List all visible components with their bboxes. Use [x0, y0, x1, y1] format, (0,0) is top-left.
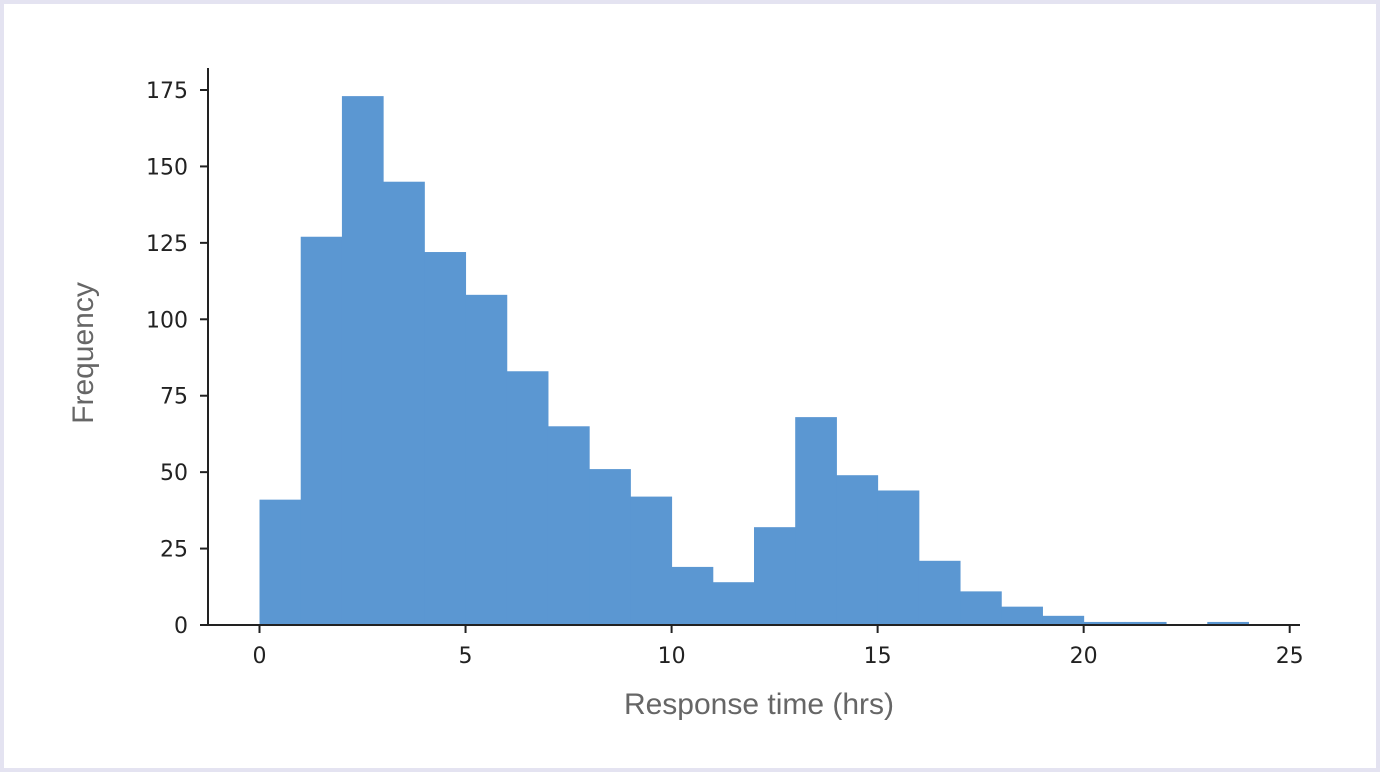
histogram-bar [547, 426, 590, 625]
x-tick-label: 20 [1070, 644, 1098, 669]
histogram-bar [341, 96, 384, 626]
histogram-bar [1124, 621, 1167, 625]
histogram-bar [1083, 621, 1126, 625]
histogram-bar [671, 566, 714, 625]
histogram-bar [754, 527, 796, 625]
histogram-bar [506, 371, 549, 625]
histogram-bar [424, 252, 467, 625]
histogram-bar [259, 499, 302, 625]
x-ticks-group: 0 5 10 15 20 25 [253, 625, 1304, 669]
histogram-bar [795, 417, 837, 625]
x-tick-label: 15 [864, 644, 892, 669]
chart-card [4, 4, 1376, 768]
histogram-bar [918, 560, 961, 625]
y-tick-label: 0 [174, 614, 188, 639]
x-tick-label: 5 [459, 644, 473, 669]
y-ticks-group: 0 25 50 75 100 125 150 175 [146, 79, 208, 639]
y-tick-label: 125 [146, 232, 188, 257]
y-tick-label: 50 [160, 461, 188, 486]
y-axis-title: Frequency [67, 282, 100, 424]
y-tick-label: 25 [160, 538, 188, 563]
histogram-bar [836, 475, 879, 625]
histogram-bar [960, 591, 1002, 625]
histogram-bar [383, 181, 425, 625]
histogram-bar [300, 236, 343, 625]
histogram-bar [465, 294, 508, 625]
bars-group [259, 96, 1249, 626]
x-axis-title: Response time (hrs) [624, 688, 894, 721]
y-tick-label: 150 [146, 155, 188, 180]
histogram-bar [712, 582, 755, 625]
y-tick-label: 100 [146, 308, 188, 333]
x-tick-label: 10 [658, 644, 686, 669]
histogram-bar [1001, 606, 1043, 625]
histogram-bar [1207, 621, 1249, 625]
histogram-bar [589, 469, 631, 625]
x-tick-label: 0 [253, 644, 267, 669]
histogram-bar [877, 490, 920, 625]
histogram-bar [630, 496, 673, 625]
histogram-bar [1042, 615, 1085, 625]
y-tick-label: 175 [146, 79, 188, 104]
x-tick-label: 25 [1276, 644, 1304, 669]
y-tick-label: 75 [160, 385, 188, 410]
